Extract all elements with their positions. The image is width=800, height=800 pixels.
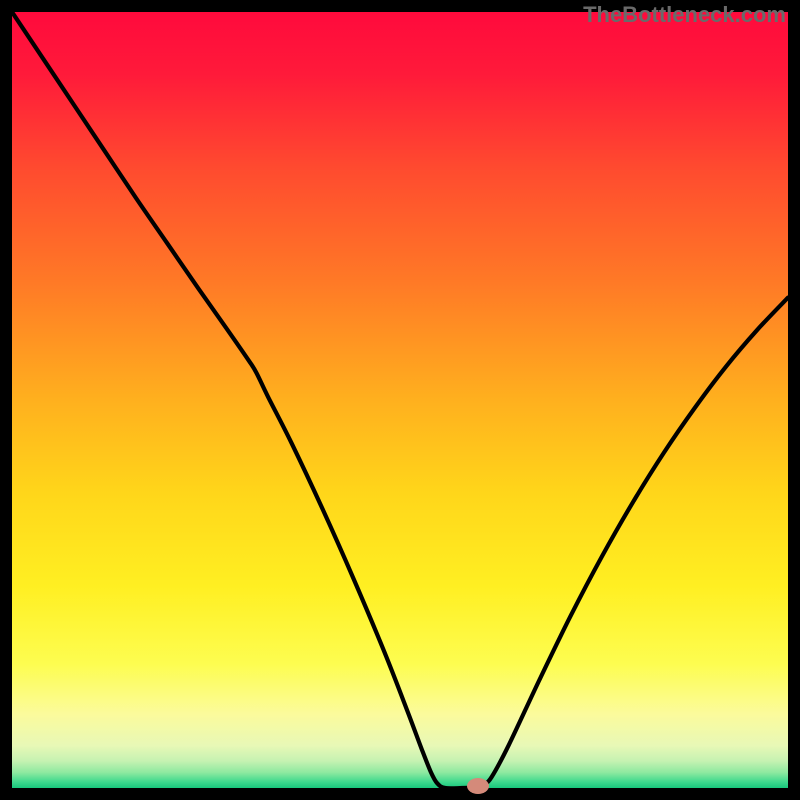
- chart-canvas: TheBottleneck.com: [0, 0, 800, 800]
- watermark-text: TheBottleneck.com: [583, 2, 786, 28]
- bottleneck-curve: [12, 12, 788, 788]
- valley-marker: [467, 778, 489, 794]
- plot-area: [12, 12, 788, 788]
